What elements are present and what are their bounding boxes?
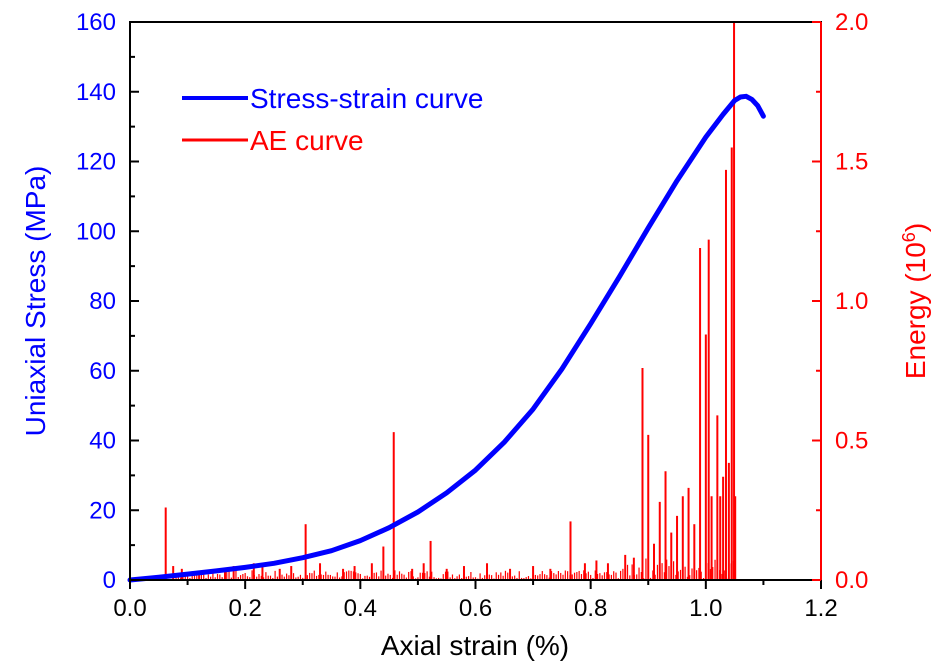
x-tick-label: 0.8 — [574, 595, 607, 622]
x-tick-label: 0.0 — [113, 595, 146, 622]
legend-label-ae: AE curve — [250, 125, 364, 156]
stress-strain-series-line — [127, 93, 766, 583]
y-right-tick-label: 1.5 — [835, 149, 868, 176]
legend: Stress-strain curve AE curve — [182, 83, 483, 156]
x-axis-label: Axial strain (%) — [381, 630, 569, 661]
y-right-tick-label: 0.0 — [835, 567, 868, 594]
x-tick-label: 0.6 — [459, 595, 492, 622]
y-left-tick-label: 0 — [103, 567, 116, 594]
y-right-tick-label: 2.0 — [835, 9, 868, 36]
y-left-tick-label: 160 — [76, 9, 116, 36]
y-axis-left-label: Uniaxial Stress (MPa) — [20, 166, 51, 437]
y-right-tick-label: 1.0 — [835, 288, 868, 315]
y-left-tick-label: 60 — [89, 358, 116, 385]
y-axis-left: 0 20 40 60 80 100 120 140 160 — [76, 9, 139, 594]
y-left-tick-label: 100 — [76, 218, 116, 245]
y-left-tick-label: 140 — [76, 79, 116, 106]
y-axis-right-label: Energy (106) — [899, 223, 931, 379]
y-axis-right: 0.0 0.5 1.0 1.5 2.0 — [812, 9, 868, 594]
y-right-tick-label: 0.5 — [835, 428, 868, 455]
legend-label-stress: Stress-strain curve — [250, 83, 483, 114]
x-tick-label: 0.2 — [228, 595, 261, 622]
x-tick-label: 1.0 — [689, 595, 722, 622]
x-tick-label: 0.4 — [344, 595, 377, 622]
y-left-tick-label: 40 — [89, 428, 116, 455]
y-left-tick-label: 80 — [89, 288, 116, 315]
x-axis: 0.0 0.2 0.4 0.6 0.8 1.0 1.2 — [113, 580, 838, 622]
y-left-tick-label: 120 — [76, 149, 116, 176]
x-tick-label: 1.2 — [804, 595, 837, 622]
y-left-tick-label: 20 — [89, 497, 116, 524]
